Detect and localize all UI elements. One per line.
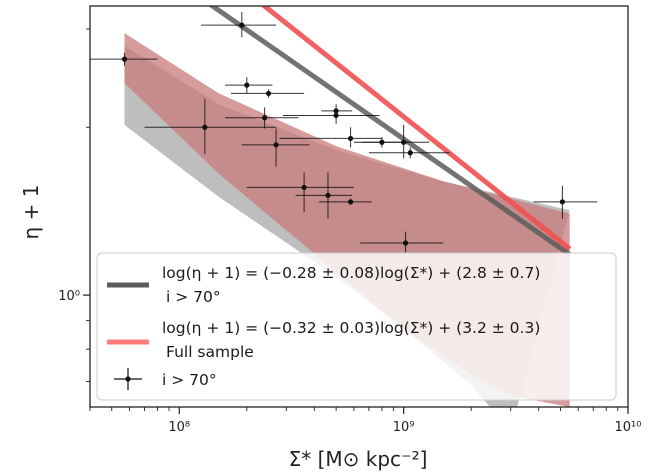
point-marker [325,192,331,198]
plot-frame [89,5,629,408]
data-point [90,52,158,66]
x-axis-label: Σ* [M⊙ kpc⁻²] [289,447,428,471]
data-point [319,198,372,206]
legend: log(η + 1) = (−0.28 ± 0.08)log(Σ*) + (2.… [96,252,617,401]
point-marker [333,108,339,114]
point-marker [402,240,409,246]
point-marker [559,199,565,205]
point-marker [347,135,354,142]
data-point [225,107,299,129]
point-marker [273,142,279,148]
fit-line-full-sample [260,6,572,251]
data-point [279,127,382,148]
legend-marker-points [114,368,142,390]
y-tick-label: 10⁰ [58,289,80,304]
x-tick-label: 10¹⁰ [615,420,642,435]
legend-label-points: i > 70° [162,371,217,389]
x-axis-ticks: 10⁸ 10⁹ 10¹⁰ [89,407,642,435]
fit-line-inclined [208,6,572,257]
data-point [225,77,273,94]
legend-sublabel-full-sample: Full sample [166,343,254,361]
x-tick-label: 10⁹ [393,420,415,435]
data-point [295,172,353,219]
point-marker [121,56,128,62]
data-point [201,11,277,38]
y-axis-ticks: 10⁰ [58,28,90,382]
data-point [241,128,310,167]
data-point [230,89,305,98]
point-marker [301,184,307,191]
point-marker [244,82,250,88]
point-marker [347,199,354,205]
point-marker [401,139,407,145]
point-marker [261,115,268,121]
data-point [360,231,444,253]
y-axis-label: η + 1 [19,185,43,240]
data-point [246,172,354,212]
point-marker [407,150,413,156]
data-point [144,98,277,155]
data-points [90,11,598,253]
point-marker [265,90,272,97]
legend-sublabel-inclined: i > 70° [166,288,221,306]
data-point [321,104,353,118]
data-point [533,185,598,219]
x-tick-label: 10⁸ [168,420,190,435]
point-marker [239,22,245,28]
point-marker [202,124,208,130]
legend-label-full-sample: log(η + 1) = (−0.32 ± 0.03)log(Σ*) + (3.… [162,319,540,337]
legend-label-inclined: log(η + 1) = (−0.28 ± 0.08)log(Σ*) + (2.… [162,264,540,282]
legend-box [96,252,617,401]
data-point [368,147,450,159]
